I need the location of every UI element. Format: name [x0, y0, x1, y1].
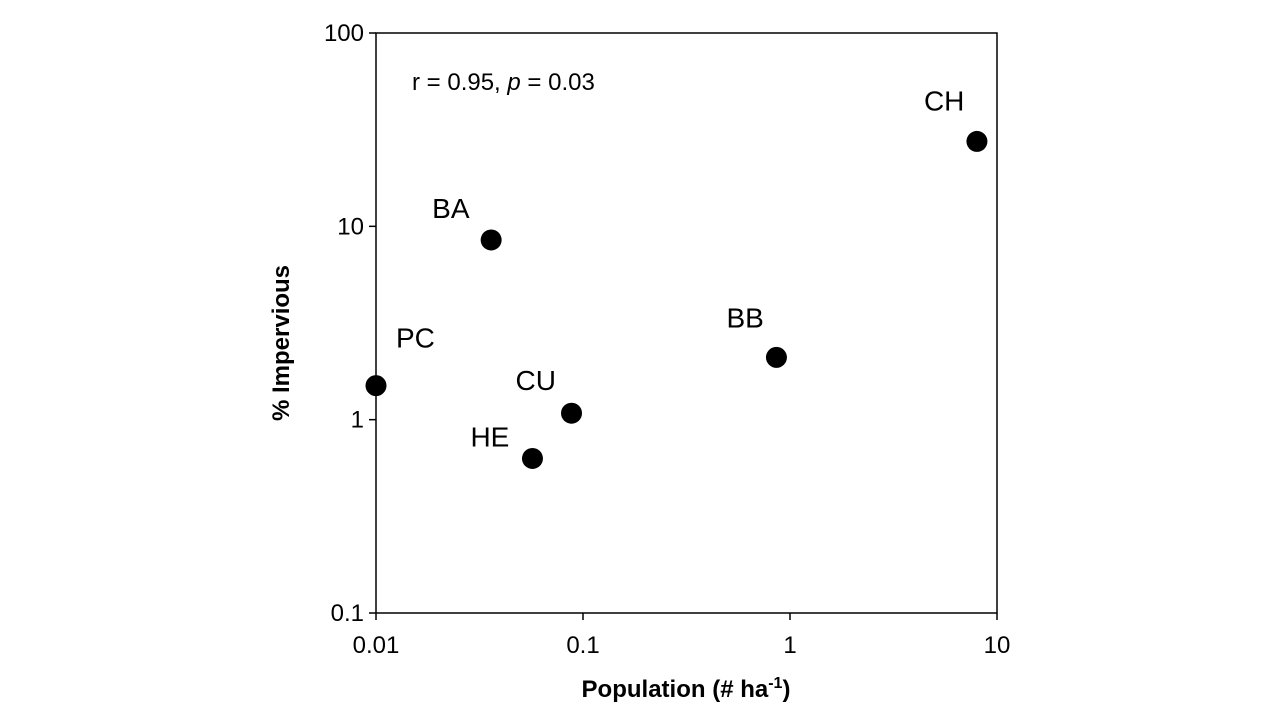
x-tick-label: 10: [984, 632, 1011, 659]
x-axis-ticks: 0.01 0.1 1 10: [353, 613, 1011, 659]
x-axis-title-main: Population (# ha: [582, 676, 769, 703]
x-tick-label: 0.01: [353, 632, 400, 659]
annotation-p-symbol: p: [506, 69, 520, 96]
point-label-ba: BA: [432, 193, 470, 224]
data-point-pc: [365, 375, 387, 397]
annotation-suffix: = 0.03: [521, 69, 595, 96]
data-point-bb: [765, 346, 787, 368]
point-label-pc: PC: [396, 323, 435, 354]
x-axis-title-superscript: -1: [768, 675, 782, 692]
y-tick-label: 1: [351, 407, 364, 434]
y-tick-label: 0.1: [331, 600, 364, 627]
data-point-ba: [480, 229, 502, 251]
y-tick-label: 100: [324, 20, 364, 47]
y-tick-label: 10: [337, 213, 364, 240]
correlation-annotation: r = 0.95, p = 0.03: [412, 69, 595, 96]
point-label-ch: CH: [924, 85, 964, 116]
y-axis-title: % Impervious: [268, 265, 295, 421]
point-label-cu: CU: [516, 365, 556, 396]
y-axis-ticks: 0.1 1 10 100: [324, 20, 376, 627]
x-tick-label: 0.1: [566, 632, 599, 659]
x-axis-title-close: ): [782, 676, 790, 703]
data-point-ch: [966, 130, 988, 152]
point-label-bb: BB: [726, 302, 763, 333]
annotation-prefix: r = 0.95,: [412, 69, 507, 96]
data-point-cu: [561, 402, 583, 424]
plot-area-frame: [375, 32, 998, 614]
point-label-he: HE: [470, 421, 509, 452]
x-axis-title: Population (# ha-1): [582, 675, 791, 703]
x-tick-label: 1: [783, 632, 796, 659]
data-point-he: [521, 447, 543, 469]
